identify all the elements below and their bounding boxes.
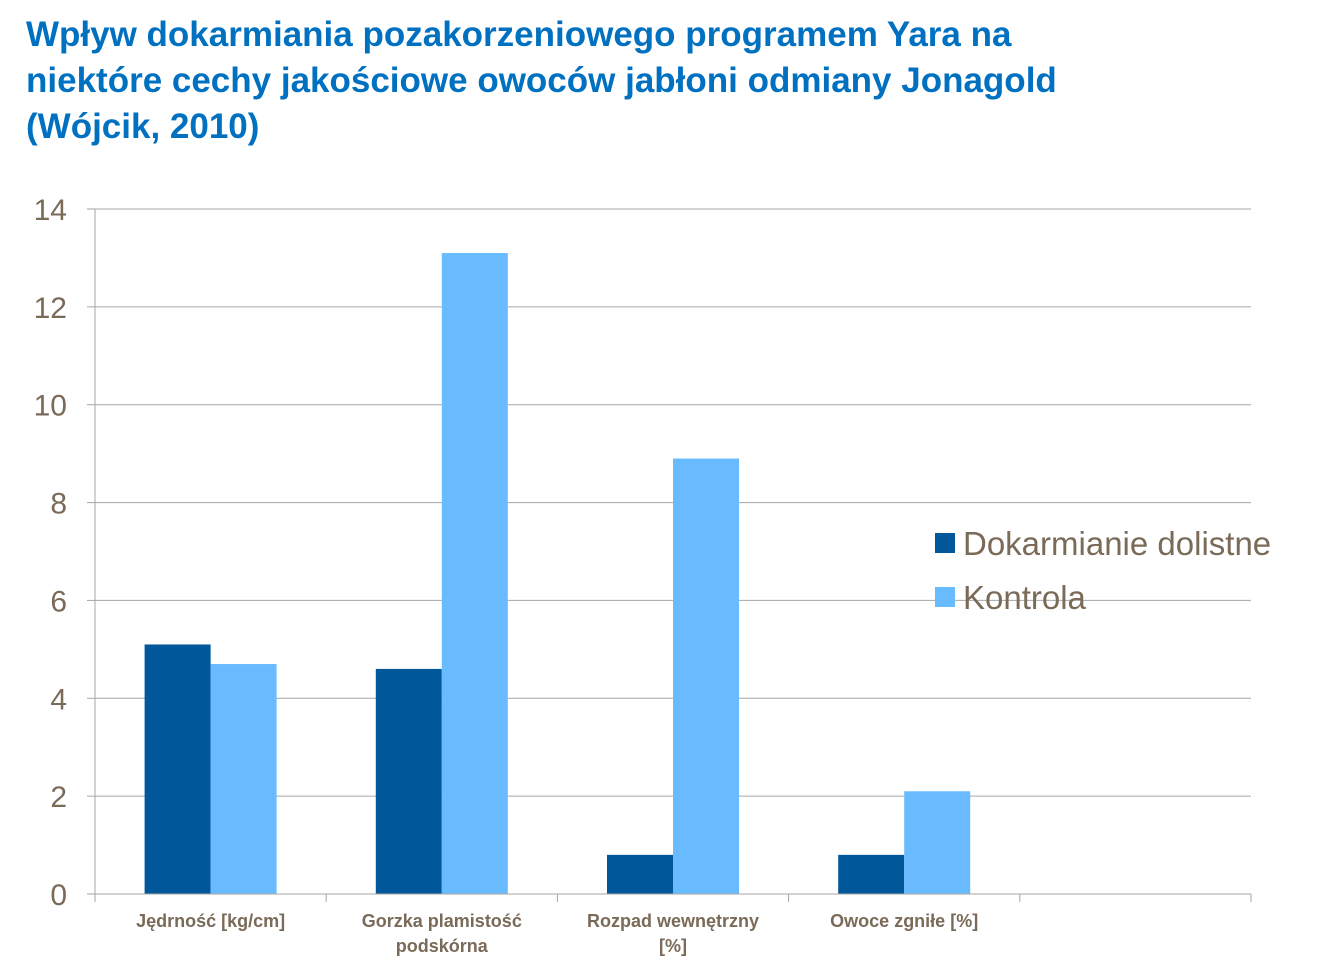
legend-label-kontrola: Kontrola — [963, 579, 1087, 616]
y-tick-label: 10 — [34, 390, 67, 423]
legend-swatch-kontrola — [935, 587, 955, 607]
legend-label-dokarmianie: Dokarmianie dolistne — [963, 525, 1271, 562]
y-tick-label: 2 — [50, 781, 67, 814]
x-category-label: Gorzka plamistość — [362, 911, 522, 931]
x-category-label: [%] — [659, 936, 687, 956]
chart-title-line-1: Wpływ dokarmiania pozakorzeniowego progr… — [26, 15, 1012, 54]
y-tick-label: 6 — [50, 585, 67, 618]
y-tick-label: 0 — [50, 879, 67, 912]
chart-title-line-3: (Wójcik, 2010) — [26, 107, 260, 146]
x-category-label: Rozpad wewnętrzny — [587, 911, 759, 931]
legend-swatch-dokarmianie — [935, 533, 955, 553]
bars — [144, 253, 971, 895]
bar-dokarmianie-1 — [375, 668, 442, 894]
chart-title: Wpływ dokarmiania pozakorzeniowego progr… — [26, 12, 1316, 150]
bar-dokarmianie-0 — [144, 644, 211, 894]
x-category-label: Jędrność [kg/cm] — [136, 911, 285, 931]
y-tick-label: 8 — [50, 488, 67, 521]
bar-kontrola-2 — [673, 458, 739, 894]
chart-title-line-2: niektóre cechy jakościowe owoców jabłoni… — [26, 61, 1057, 100]
y-tick-label: 4 — [50, 683, 67, 716]
x-category-label: podskórna — [396, 936, 489, 956]
bar-kontrola-0 — [210, 664, 277, 894]
bar-dokarmianie-3 — [838, 854, 905, 894]
y-tick-label: 14 — [34, 194, 67, 227]
x-category-label: Owoce zgniłe [%] — [830, 911, 978, 931]
bar-kontrola-3 — [904, 791, 971, 894]
y-axis: 0 2 4 6 8 10 12 14 — [34, 194, 96, 912]
bar-dokarmianie-2 — [607, 854, 673, 894]
y-tick-label: 12 — [34, 292, 67, 325]
x-axis: Jędrność [kg/cm] Gorzka plamistość podskór… — [94, 893, 1252, 956]
bar-kontrola-1 — [441, 253, 508, 895]
legend: Dokarmianie dolistne Kontrola — [935, 525, 1271, 616]
